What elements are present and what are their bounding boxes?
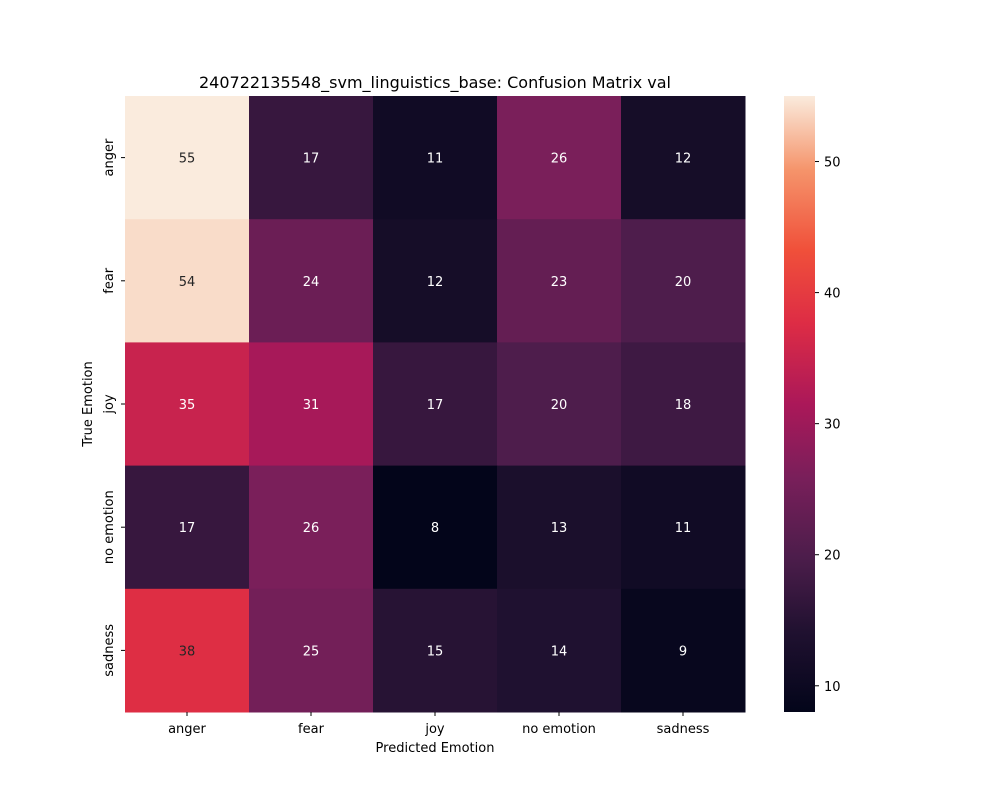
- heatmap-cell: [621, 588, 746, 713]
- cell-value-label: 20: [675, 275, 692, 290]
- colorbar: 10 20 30 40 50: [784, 96, 841, 712]
- heatmap-cell: [125, 219, 250, 343]
- heatmap-cell: [249, 342, 374, 467]
- cell-value-label: 12: [427, 275, 444, 290]
- cell-value-label: 8: [431, 521, 439, 536]
- heatmap-cell: [373, 219, 498, 343]
- cell-value-label: 23: [551, 275, 568, 290]
- x-axis-label: Predicted Emotion: [376, 741, 495, 756]
- heatmap-cell: [497, 96, 622, 220]
- x-axis-ticks: anger fear joy no emotion sadness: [168, 712, 710, 737]
- y-tick-label: fear: [102, 267, 117, 294]
- x-tick-label: no emotion: [522, 722, 596, 737]
- heatmap-cell: [125, 342, 250, 467]
- cell-value-label: 25: [303, 644, 320, 659]
- y-tick-label: anger: [102, 138, 117, 176]
- cell-value-label: 26: [303, 521, 320, 536]
- cell-value-label: 11: [427, 152, 444, 167]
- colorbar-tick-label: 10: [824, 680, 841, 695]
- cell-value-label: 17: [303, 152, 320, 167]
- cell-value-label: 35: [179, 398, 196, 413]
- heatmap-cell: [621, 465, 746, 590]
- heatmap-cell-labels: 55 17 11 26 12 54 24 12 23 20 35 31 17 20 18 17 26 8 13 11 3…: [179, 152, 692, 660]
- cell-value-label: 17: [427, 398, 444, 413]
- colorbar-tick-label: 20: [824, 549, 841, 564]
- heatmap-cell: [125, 588, 250, 713]
- heatmap-cell: [621, 96, 746, 220]
- x-tick-label: fear: [298, 722, 325, 737]
- heatmap-cell: [621, 342, 746, 467]
- heatmap-cell: [125, 96, 250, 220]
- cell-value-label: 17: [179, 521, 196, 536]
- x-tick-label: joy: [424, 722, 445, 737]
- cell-value-label: 54: [179, 275, 196, 290]
- heatmap-cell: [497, 588, 622, 713]
- heatmap-cells: [125, 96, 746, 713]
- cell-value-label: 26: [551, 152, 568, 167]
- colorbar-tick-label: 40: [824, 287, 841, 302]
- y-tick-label: sadness: [102, 624, 117, 677]
- cell-value-label: 11: [675, 521, 692, 536]
- cell-value-label: 13: [551, 521, 568, 536]
- chart-title: 240722135548_svm_linguistics_base: Confu…: [199, 73, 671, 93]
- heatmap-cell: [249, 588, 374, 713]
- heatmap-cell: [373, 465, 498, 590]
- cell-value-label: 12: [675, 152, 692, 167]
- y-tick-label: no emotion: [102, 490, 117, 564]
- heatmap-cell: [373, 342, 498, 467]
- heatmap-cell: [249, 219, 374, 343]
- y-tick-label: joy: [102, 394, 117, 415]
- cell-value-label: 20: [551, 398, 568, 413]
- colorbar-gradient: [784, 96, 815, 712]
- heatmap-cell: [249, 96, 374, 220]
- cell-value-label: 15: [427, 644, 444, 659]
- cell-value-label: 24: [303, 275, 320, 290]
- heatmap-cell: [497, 342, 622, 467]
- heatmap-cell: [249, 465, 374, 590]
- heatmap-cell: [373, 96, 498, 220]
- heatmap-cell: [621, 219, 746, 343]
- cell-value-label: 14: [551, 644, 568, 659]
- x-tick-label: sadness: [657, 722, 710, 737]
- colorbar-tick-label: 30: [824, 418, 841, 433]
- heatmap-cell: [125, 465, 250, 590]
- cell-value-label: 38: [179, 644, 196, 659]
- cell-value-label: 9: [679, 644, 687, 659]
- heatmap-cell: [497, 219, 622, 343]
- y-axis-label: True Emotion: [81, 361, 96, 447]
- cell-value-label: 31: [303, 398, 320, 413]
- colorbar-tick-label: 50: [824, 156, 841, 171]
- heatmap-cell: [497, 465, 622, 590]
- heatmap-cell: [373, 588, 498, 713]
- x-tick-label: anger: [168, 722, 206, 737]
- cell-value-label: 18: [675, 398, 692, 413]
- y-axis-ticks: anger fear joy no emotion sadness: [102, 138, 125, 677]
- cell-value-label: 55: [179, 152, 196, 167]
